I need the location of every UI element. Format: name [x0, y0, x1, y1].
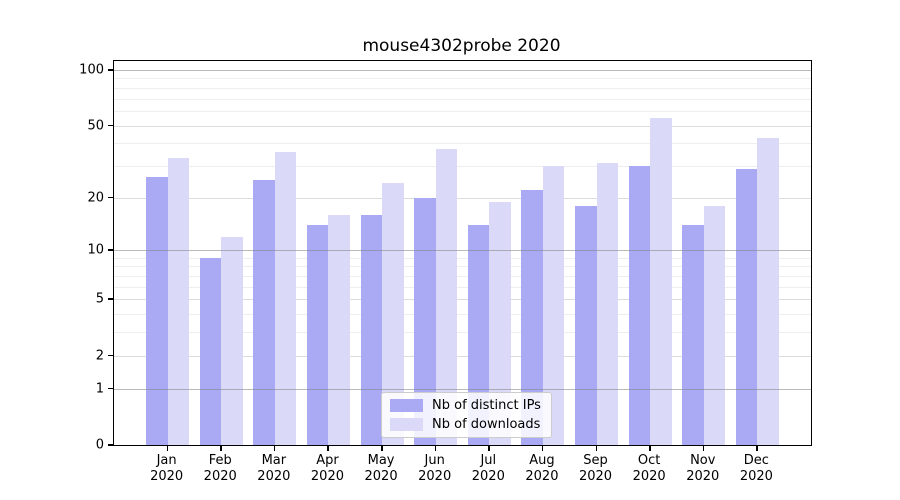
y-tick-label-100: 100 [79, 62, 104, 78]
legend-item-downloads: Nb of downloads [390, 417, 541, 432]
bar-ips-aug [521, 190, 543, 445]
bar-ips-jul [467, 224, 490, 445]
x-tick-mark-feb [220, 445, 222, 451]
plot-area: Nb of distinct IPs Nb of downloads [113, 60, 812, 446]
bar-ips-apr [306, 224, 329, 445]
gridline-minor-30 [114, 165, 811, 167]
bar-ips-feb [199, 257, 222, 445]
x-tick-label-may: May 2020 [364, 453, 398, 484]
gridline-20 [114, 197, 811, 199]
x-tick-mark-dec [756, 445, 758, 451]
legend-label-ips: Nb of distinct IPs [432, 398, 541, 413]
bar-downloads-nov [703, 205, 726, 445]
x-tick-mark-apr [327, 445, 329, 451]
chart-title: mouse4302probe 2020 [362, 36, 561, 56]
bar-downloads-oct [650, 117, 672, 445]
y-tick-label-50: 50 [87, 118, 104, 134]
bar-ips-jun [414, 197, 436, 445]
x-tick-label-jun: Jun 2020 [418, 453, 452, 484]
x-tick-label-dec: Dec 2020 [739, 453, 773, 484]
bar-downloads-dec [757, 137, 779, 445]
bar-downloads-jan [167, 158, 190, 445]
x-tick-label-apr: Apr 2020 [310, 453, 344, 484]
bar-ips-nov [682, 224, 704, 445]
gridline-power-100 [114, 70, 811, 71]
x-tick-mark-jan [166, 445, 169, 451]
gridline-minor-90 [114, 78, 811, 80]
y-tick-mark-20 [108, 196, 113, 199]
y-tick-mark-5 [108, 298, 113, 300]
x-tick-label-sep: Sep 2020 [578, 453, 613, 484]
bar-ips-sep [575, 205, 597, 445]
bar-downloads-jun [435, 149, 458, 445]
x-tick-mark-oct [649, 445, 651, 451]
bar-ips-dec [735, 168, 758, 445]
x-tick-mark-mar [273, 445, 276, 451]
x-tick-mark-jun [434, 445, 437, 451]
x-tick-mark-aug [541, 445, 544, 451]
gridline-power-1 [114, 388, 811, 390]
y-tick-mark-1 [108, 387, 113, 390]
legend-swatch-downloads [390, 418, 423, 431]
x-tick-mark-sep [595, 445, 598, 451]
gridline-5 [114, 299, 811, 301]
gridline-minor-3 [114, 332, 811, 334]
gridline-minor-40 [114, 143, 811, 145]
y-tick-label-10: 10 [87, 242, 104, 258]
y-tick-label-20: 20 [87, 190, 104, 206]
legend: Nb of distinct IPs Nb of downloads [381, 392, 552, 438]
y-tick-label-2: 2 [95, 348, 104, 364]
gridline-2 [114, 355, 811, 357]
gridline-minor-80 [114, 87, 811, 89]
bar-ips-oct [628, 165, 651, 445]
x-tick-label-jan: Jan 2020 [150, 453, 184, 484]
x-tick-label-aug: Aug 2020 [525, 453, 559, 484]
y-tick-mark-50 [108, 124, 113, 127]
gridline-50 [114, 125, 811, 127]
bar-downloads-apr [328, 214, 350, 445]
y-tick-mark-10 [108, 249, 113, 251]
gridline-minor-7 [114, 276, 811, 278]
gridline-minor-60 [114, 110, 811, 112]
x-tick-label-oct: Oct 2020 [632, 453, 666, 484]
legend-label-downloads: Nb of downloads [432, 417, 541, 432]
bar-ips-jan [146, 177, 168, 445]
x-tick-label-feb: Feb 2020 [203, 453, 237, 484]
gridline-minor-6 [114, 286, 811, 288]
x-tick-label-mar: Mar 2020 [257, 453, 291, 484]
legend-swatch-ips [390, 399, 423, 412]
bar-ips-mar [253, 180, 275, 445]
bar-downloads-jul [489, 201, 511, 445]
bar-downloads-sep [596, 163, 619, 445]
bar-ips-may [360, 214, 383, 445]
bar-downloads-mar [274, 151, 297, 445]
y-tick-label-5: 5 [95, 291, 104, 307]
y-tick-mark-0 [108, 444, 113, 446]
bar-downloads-may [382, 183, 404, 445]
y-tick-label-1: 1 [95, 381, 104, 397]
x-tick-mark-may [381, 445, 383, 451]
x-tick-label-nov: Nov 2020 [686, 453, 720, 484]
y-tick-label-0: 0 [95, 437, 104, 453]
bar-downloads-aug [542, 165, 565, 445]
gridline-minor-9 [114, 257, 811, 259]
gridline-power-10 [114, 250, 811, 252]
x-tick-mark-nov [702, 445, 705, 451]
y-tick-mark-2 [108, 354, 113, 357]
bar-downloads-feb [221, 236, 243, 445]
legend-item-distinct-ips: Nb of distinct IPs [390, 398, 541, 413]
gridline-minor-8 [114, 266, 811, 268]
y-tick-mark-100 [108, 69, 113, 71]
x-tick-mark-jul [488, 445, 490, 451]
gridline-minor-4 [114, 314, 811, 316]
gridline-minor-70 [114, 98, 811, 100]
x-tick-label-jul: Jul 2020 [471, 453, 505, 484]
